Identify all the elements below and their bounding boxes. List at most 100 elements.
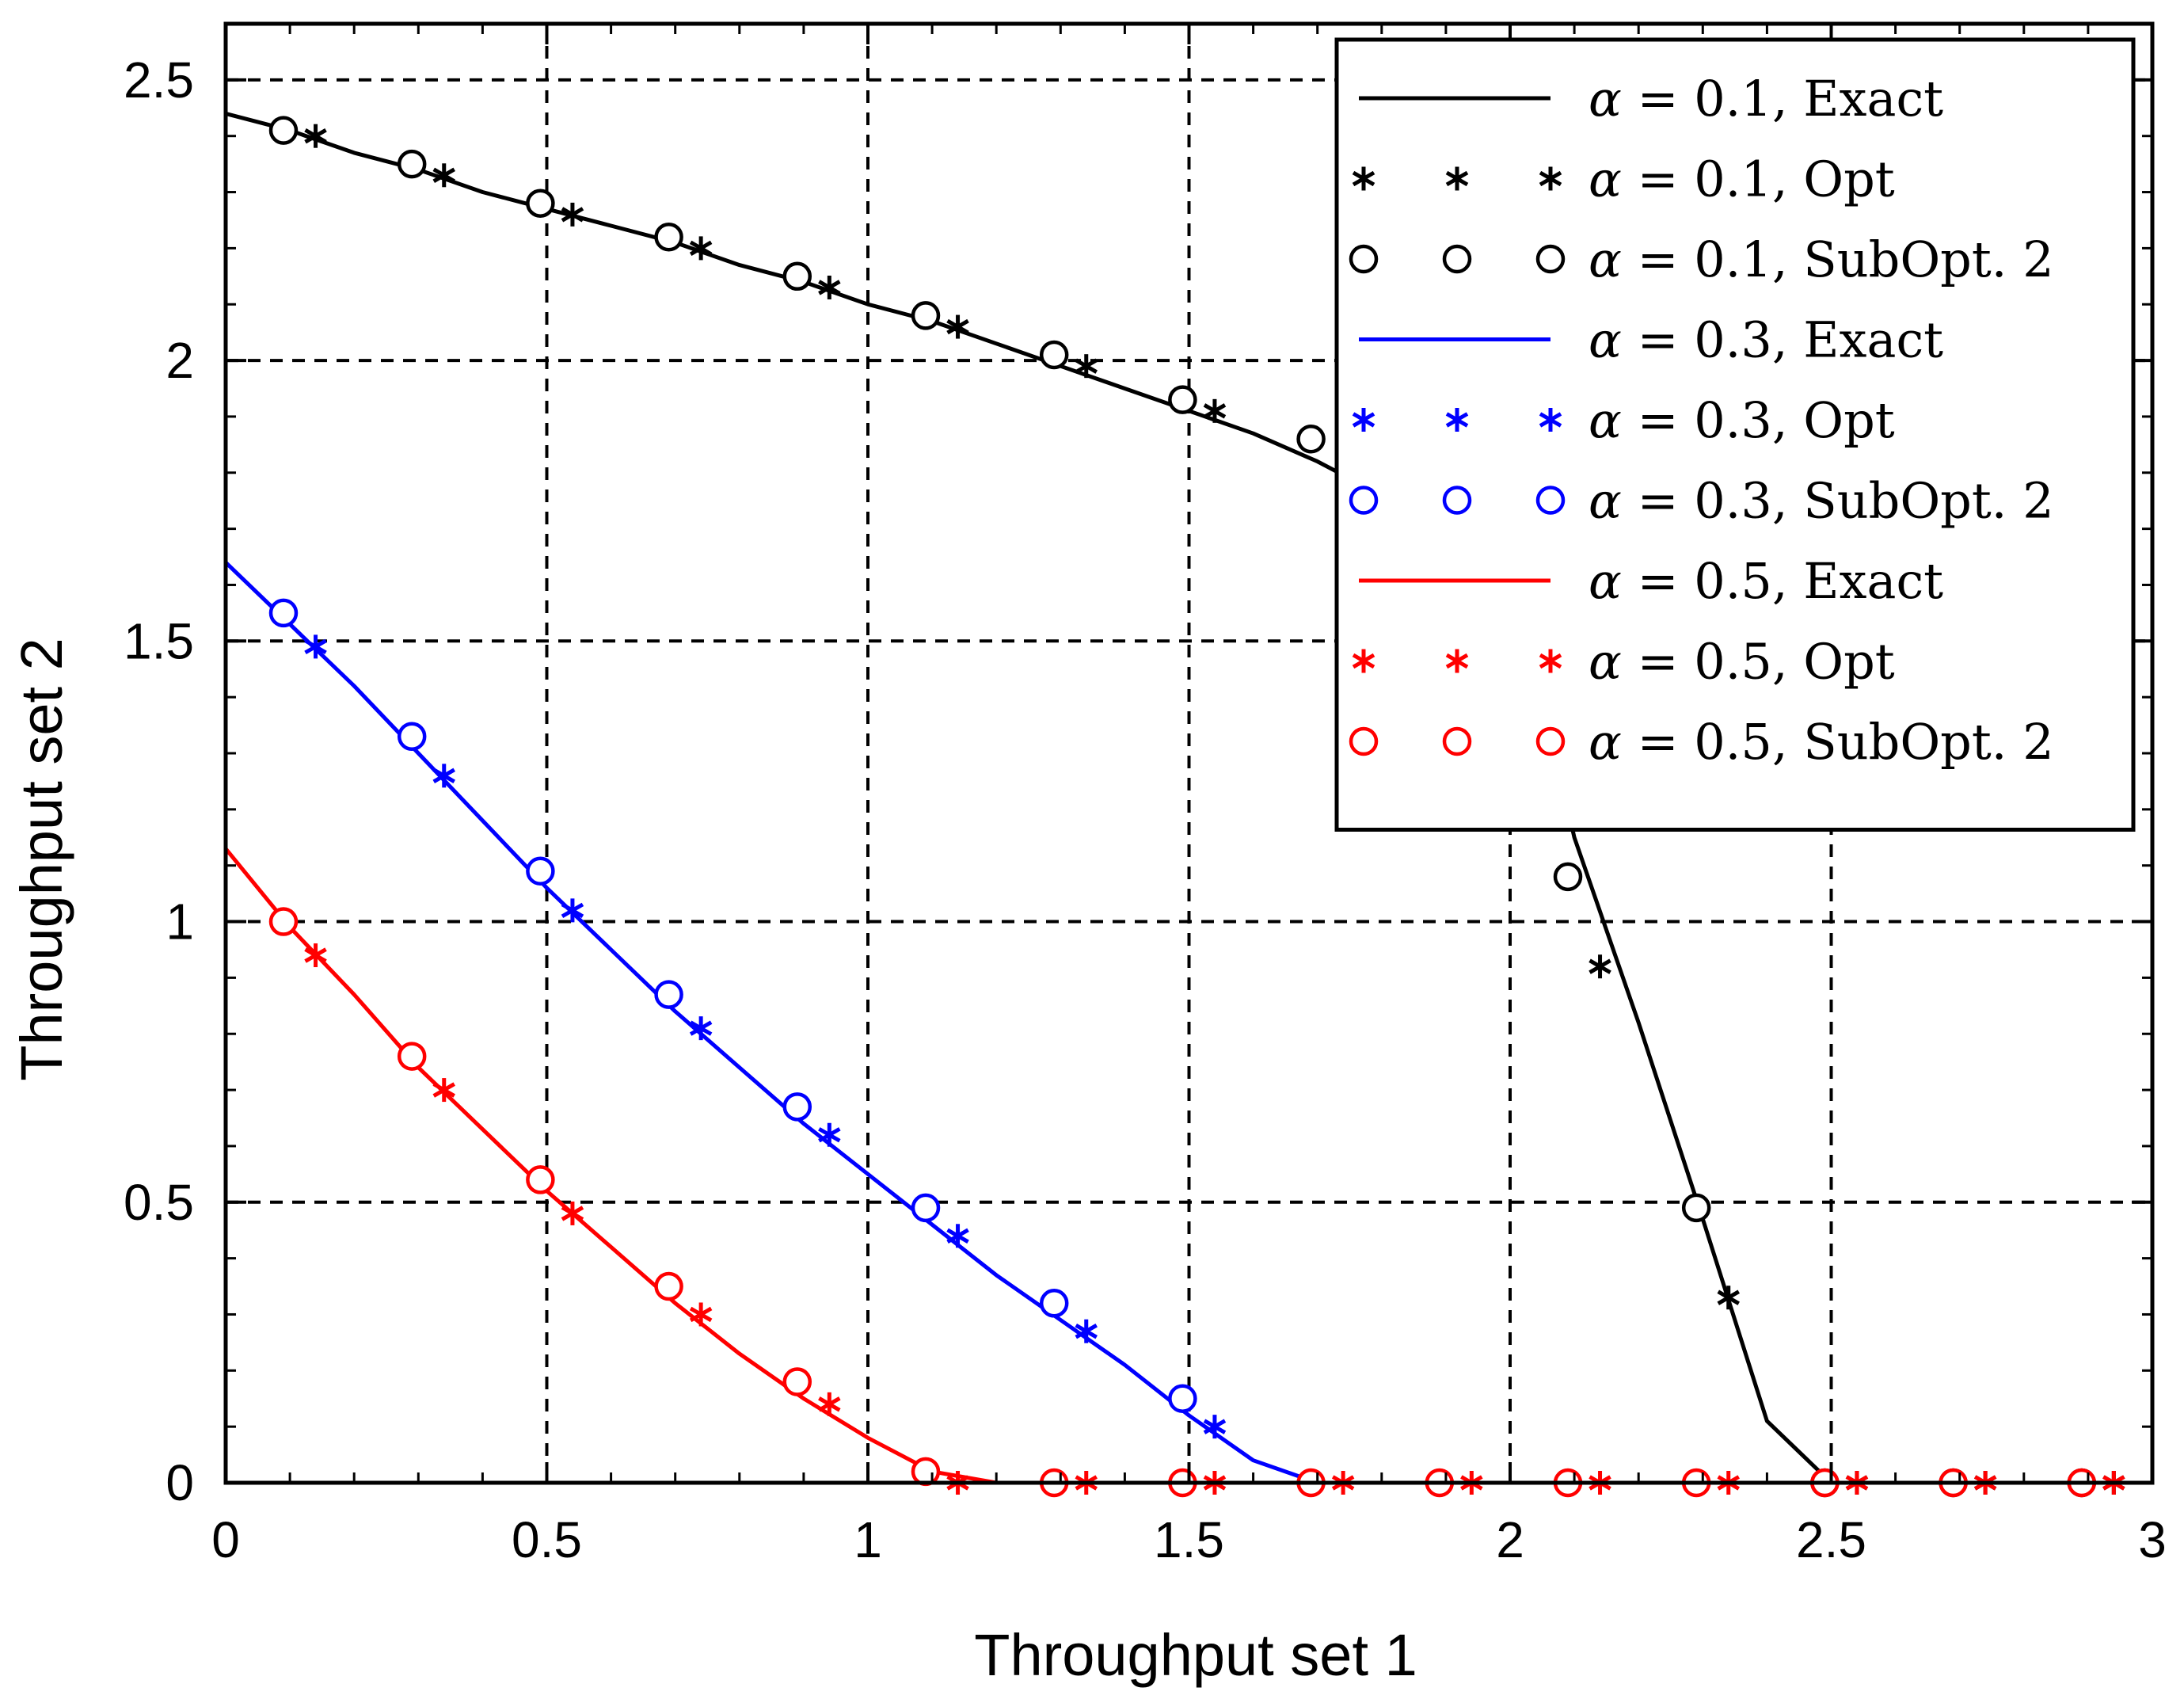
legend-label-rest: = 0.5, Exact [1622,552,1943,610]
legend-alpha-symbol: α [1589,150,1622,208]
data-point-star [432,163,455,188]
legend-label: α = 0.5, SubOpt. 2 [1589,713,2054,771]
data-point-star [1589,954,1611,979]
data-point-star [1075,1319,1098,1343]
data-point-star [946,1224,969,1248]
data-point-star [689,236,713,261]
data-point-star [304,943,327,968]
data-point-star [561,898,584,923]
legend-label: α = 0.1, Exact [1589,70,1943,128]
legend-circle-sample [1442,726,1472,756]
legend-label: α = 0.3, Exact [1589,311,1943,369]
data-point-circle [1681,1193,1711,1223]
data-point-circle [397,149,427,179]
series-markers-4 [304,634,1227,1439]
legend-entry: α = 0.5, SubOpt. 2 [1349,713,2054,771]
data-point-circle [1168,1384,1197,1413]
x-axis-label: Throughput set 1 [974,1622,1417,1688]
legend-entry: α = 0.3, SubOpt. 2 [1349,472,2054,530]
data-point-circle [268,907,299,936]
legend-circle-sample [1535,244,1566,274]
legend-alpha-symbol: α [1589,70,1622,128]
data-point-circle [268,116,299,145]
data-point-circle [654,1271,683,1301]
legend-alpha-symbol: α [1589,391,1622,449]
data-point-star [304,124,327,148]
data-point-circle [1296,425,1326,454]
data-point-circle [1039,1289,1069,1318]
legend-entry: α = 0.5, Exact [1359,552,1943,610]
data-point-star [1203,398,1227,423]
legend-circle-sample [1349,726,1379,756]
data-point-star [1717,1286,1740,1310]
legend-circle-sample [1349,244,1379,274]
series-3 [224,561,2152,1485]
data-point-circle [397,722,427,751]
legend-box [1334,37,2136,832]
legend-circle-sample [1535,726,1566,756]
data-point-circle [654,980,683,1009]
data-point-star [304,634,327,659]
legend-entry: α = 0.3, Exact [1359,311,1943,369]
data-point-circle [526,1165,555,1194]
data-point-star [818,1122,841,1147]
data-point-circle [782,261,812,291]
data-point-star [561,1201,584,1225]
data-point-circle [911,1193,941,1223]
legend-label-rest: = 0.1, Exact [1622,70,1943,128]
data-point-circle [526,189,555,218]
data-point-star [689,1302,713,1327]
legend-star-sample [1445,649,1469,673]
legend-alpha-symbol: α [1589,713,1622,771]
legend-label-rest: = 0.3, SubOpt. 2 [1622,472,2054,530]
legend-alpha-symbol: α [1589,552,1622,610]
y-tick-label: 0 [166,1454,194,1511]
legend-circle-sample [1442,244,1472,274]
data-point-circle [654,222,683,252]
legend-star-sample [1352,408,1375,432]
legend-star-sample [1539,649,1562,673]
x-tick-label: 1.5 [1154,1511,1224,1568]
legend-label: α = 0.1, SubOpt. 2 [1589,230,2054,288]
legend-entry: α = 0.1, SubOpt. 2 [1349,230,2054,288]
y-tick-label: 2 [166,332,194,389]
data-point-circle [1553,862,1583,892]
legend-label-rest: = 0.5, Opt [1622,633,1895,691]
data-point-circle [911,301,941,330]
data-point-star [1075,354,1098,379]
data-point-circle [397,1042,427,1071]
data-point-star [818,1392,841,1416]
data-point-circle [1168,385,1197,414]
legend-label-rest: = 0.1, SubOpt. 2 [1622,230,2054,288]
y-tick-label: 1.5 [124,612,194,669]
legend-label-rest: = 0.1, Opt [1622,150,1895,208]
data-point-star [1203,1415,1227,1439]
data-point-star [432,764,455,788]
data-point-star [432,1078,455,1103]
legend-star-sample [1445,166,1469,191]
legend-entry: α = 0.1, Exact [1359,70,1943,128]
data-point-circle [911,1457,941,1487]
x-tick-label: 2.5 [1796,1511,1866,1568]
legend-circle-sample [1349,486,1379,515]
data-point-star [689,1016,713,1041]
legend-label: α = 0.3, Opt [1589,391,1895,449]
data-point-circle [526,856,555,886]
legend-label-rest: = 0.5, SubOpt. 2 [1622,713,2054,771]
x-tick-label: 0 [211,1511,240,1568]
data-point-star [818,275,841,299]
legend-entry: α = 0.3, Opt [1352,391,1895,449]
legend-star-sample [1539,166,1562,191]
legend-star-sample [1539,408,1562,432]
plot-series [224,111,2152,1498]
legend-label: α = 0.3, SubOpt. 2 [1589,472,2054,530]
x-tick-label: 1 [854,1511,882,1568]
data-point-circle [1039,340,1069,370]
data-point-circle [782,1092,812,1122]
x-tick-label: 2 [1496,1511,1524,1568]
legend-circle-sample [1442,486,1472,515]
legend-label: α = 0.5, Exact [1589,552,1943,610]
legend-alpha-symbol: α [1589,230,1622,288]
data-point-star [946,314,969,339]
